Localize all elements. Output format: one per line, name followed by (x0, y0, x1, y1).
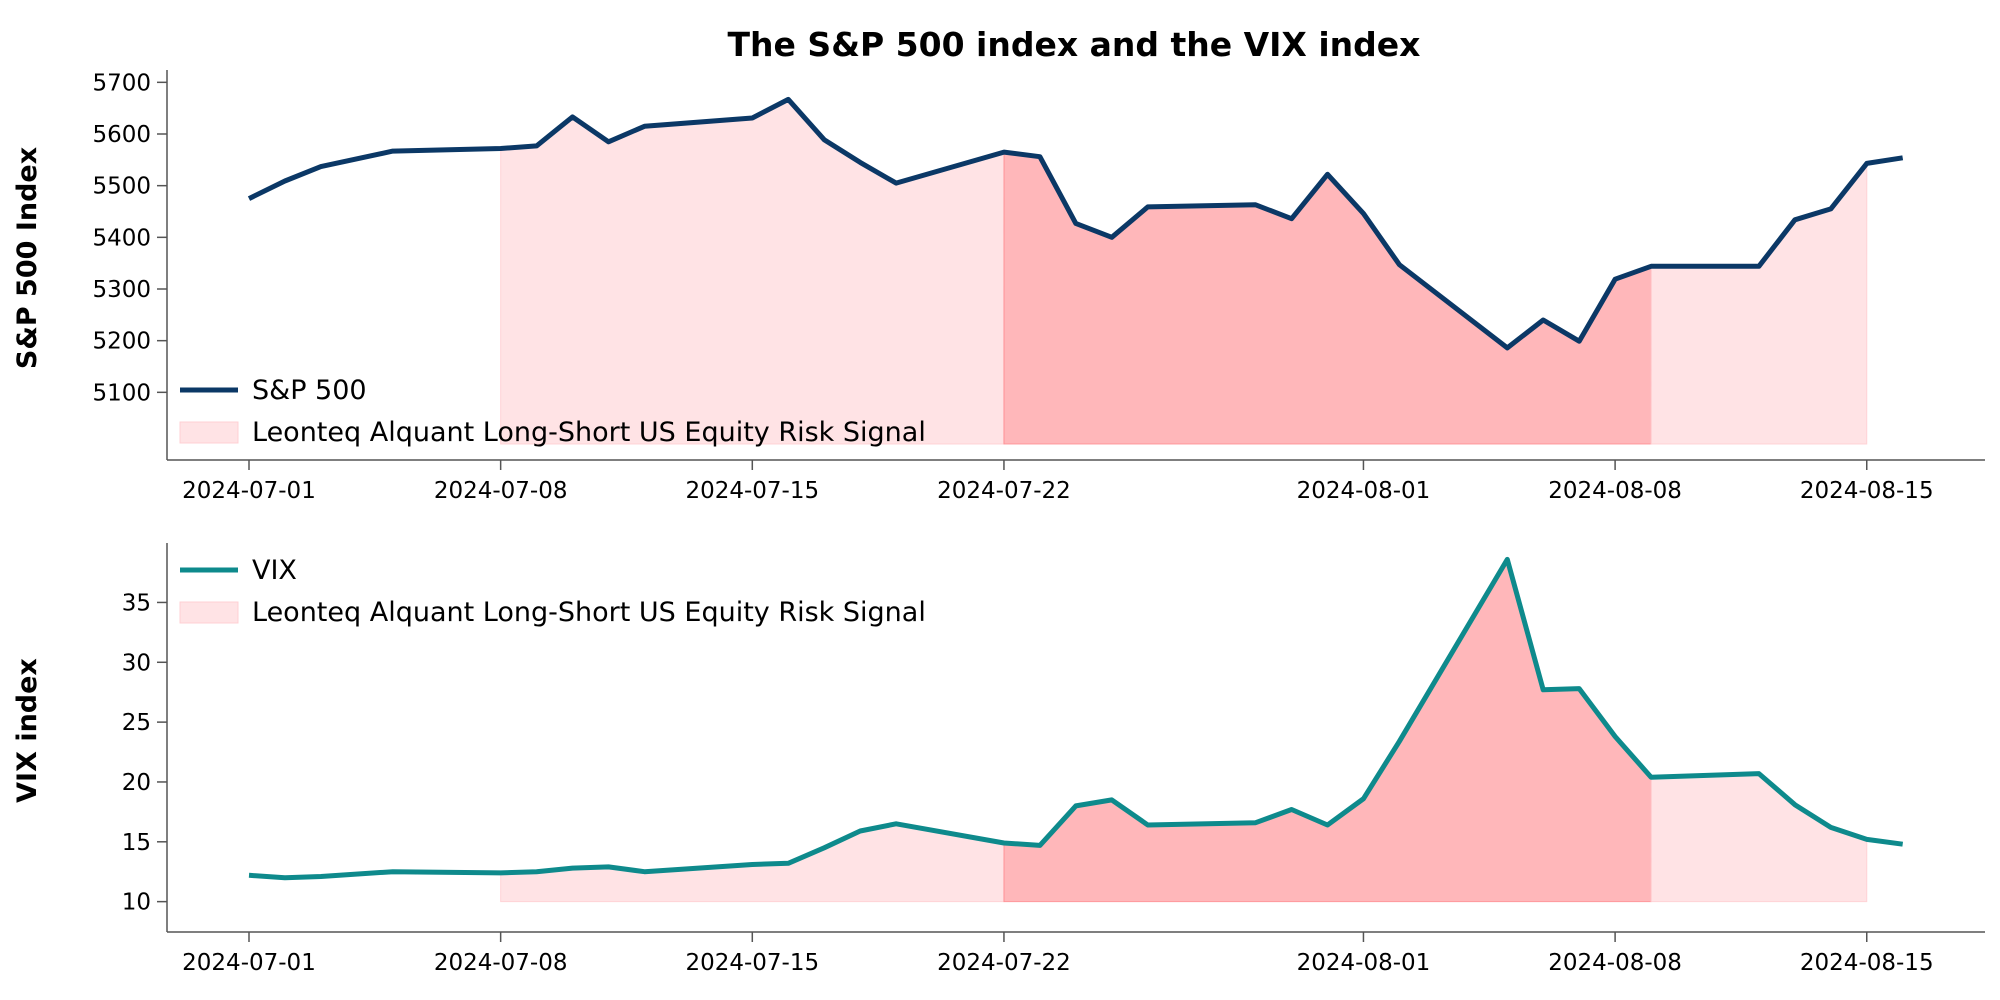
legend-band-label: Leonteq Alquant Long-Short US Equity Ris… (252, 417, 926, 448)
series-line-s-p-500 (247, 96, 1904, 351)
y-tick-label: 25 (122, 710, 151, 736)
risk-signal-band-1 (1003, 558, 1652, 903)
y-tick-label: 5400 (92, 225, 151, 251)
y-tick-label: 30 (122, 650, 151, 676)
y-axis-label: S&P 500 Index (12, 147, 43, 369)
sp500-panel: 5100 5200 5300 5400 5500 5600 5700 2024-07-01 20… (12, 70, 1985, 504)
x-tick-label: 2024-08-01 (1297, 950, 1431, 976)
y-tick-label: 20 (122, 770, 151, 796)
chart-title: The S&P 500 index and the VIX index (728, 25, 1421, 64)
legend-line-label: S&P 500 (252, 375, 367, 406)
risk-signal-band-2 (1650, 773, 1868, 903)
risk-signal-band-0 (500, 98, 1005, 445)
y-tick-label: 10 (122, 890, 151, 916)
x-tick-label: 2024-07-22 (937, 950, 1071, 976)
risk-signal-band-1 (1003, 151, 1652, 445)
y-tick-label: 5200 (92, 329, 151, 355)
legend-band-swatch (179, 421, 239, 444)
x-tick-label: 2024-07-15 (685, 478, 819, 504)
legend-line-label: VIX (252, 555, 297, 586)
x-tick-label: 2024-07-08 (434, 950, 568, 976)
y-tick-label: 15 (122, 830, 151, 856)
x-tick-label: 2024-07-01 (182, 478, 316, 504)
x-tick-label: 2024-08-15 (1800, 478, 1934, 504)
x-tick-label: 2024-08-08 (1548, 478, 1682, 504)
series-line-vix (248, 556, 1904, 881)
y-tick-label: 35 (122, 590, 151, 616)
y-tick-label: 5300 (92, 277, 151, 303)
legend: S&P 500 Leonteq Alquant Long-Short US Equ… (179, 375, 926, 448)
y-axis-label: VIX index (12, 658, 43, 803)
x-tick-label: 2024-07-01 (182, 950, 316, 976)
x-tick-label: 2024-08-01 (1297, 478, 1431, 504)
x-tick-label: 2024-07-22 (937, 478, 1071, 504)
y-tick-label: 5700 (92, 70, 151, 96)
y-tick-label: 5600 (92, 122, 151, 148)
legend-band-label: Leonteq Alquant Long-Short US Equity Ris… (252, 597, 926, 628)
y-tick-label: 5500 (92, 174, 151, 200)
y-tick-label: 5100 (92, 380, 151, 406)
legend-band-swatch (179, 601, 239, 624)
legend: VIX Leonteq Alquant Long-Short US Equity … (179, 555, 926, 628)
vix-panel: 10 15 20 25 30 35 2024-07-01 2024-07-08 2024-07-… (12, 543, 1985, 976)
x-tick-label: 2024-07-15 (685, 950, 819, 976)
x-tick-label: 2024-07-08 (434, 478, 568, 504)
x-tick-label: 2024-08-15 (1800, 950, 1934, 976)
x-tick-label: 2024-08-08 (1548, 950, 1682, 976)
